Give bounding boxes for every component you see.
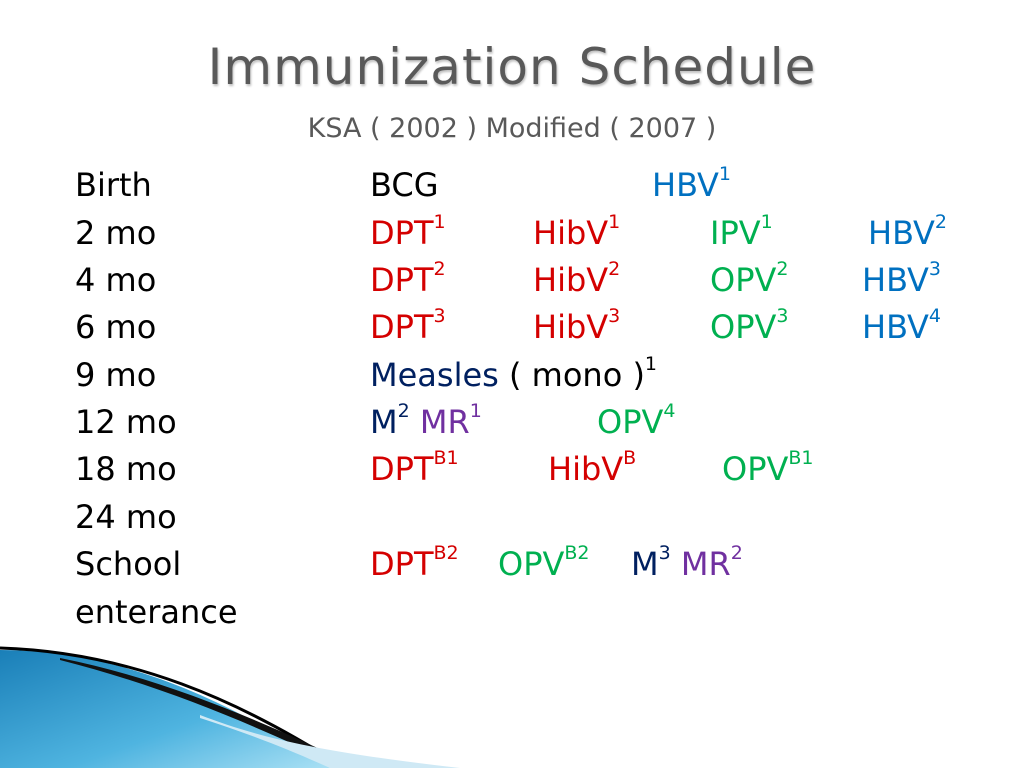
- vaccine-measles-mono: Measles ( mono )1: [370, 353, 658, 394]
- vaccine-dpt: DPTB1: [370, 447, 459, 488]
- vaccine-dpt: DPT3: [370, 305, 446, 346]
- vaccine-m-mr: M2 MR1: [370, 400, 482, 441]
- age-label-18mo: 18 mo: [75, 450, 177, 488]
- wave-light-band: [200, 715, 460, 768]
- vaccine-hibv: HibV3: [533, 305, 621, 346]
- vaccine-ipv: IPV1: [710, 211, 773, 252]
- wave-fill: [0, 650, 330, 768]
- vaccine-hbv: HBV3: [862, 258, 942, 299]
- vaccine-hbv: HBV2: [868, 211, 948, 252]
- vaccine-bcg: BCG: [370, 166, 439, 204]
- age-label-12mo: 12 mo: [75, 403, 177, 441]
- age-label-6mo: 6 mo: [75, 308, 157, 346]
- age-label-birth: Birth: [75, 166, 152, 204]
- age-label-enterance: enterance: [75, 593, 238, 631]
- vaccine-hibv: HibVB: [548, 447, 637, 488]
- decorative-wave-graphic: [0, 646, 460, 768]
- vaccine-dpt: DPT2: [370, 258, 446, 299]
- age-label-2mo: 2 mo: [75, 214, 157, 252]
- vaccine-opv: OPV2: [710, 258, 789, 299]
- age-label-24mo: 24 mo: [75, 498, 177, 536]
- vaccine-dpt: DPTB2: [370, 542, 459, 583]
- vaccine-m-mr: M3 MR2: [631, 542, 743, 583]
- vaccine-hibv: HibV2: [533, 258, 621, 299]
- vaccine-opv: OPV3: [710, 305, 789, 346]
- vaccine-hbv: HBV4: [862, 305, 942, 346]
- vaccine-opv: OPV4: [597, 400, 676, 441]
- vaccine-hbv: HBV1: [652, 163, 732, 204]
- slide-subtitle: KSA ( 2002 ) Modified ( 2007 ): [307, 113, 717, 144]
- vaccine-opv: OPVB2: [498, 542, 590, 583]
- age-label-9mo: 9 mo: [75, 356, 157, 394]
- vaccine-dpt: DPT1: [370, 211, 446, 252]
- vaccine-hibv: HibV1: [533, 211, 621, 252]
- slide-title: Immunization Schedule: [207, 38, 817, 96]
- age-label-4mo: 4 mo: [75, 261, 157, 299]
- age-label-school: School: [75, 545, 182, 583]
- vaccine-opv: OPVB1: [722, 447, 814, 488]
